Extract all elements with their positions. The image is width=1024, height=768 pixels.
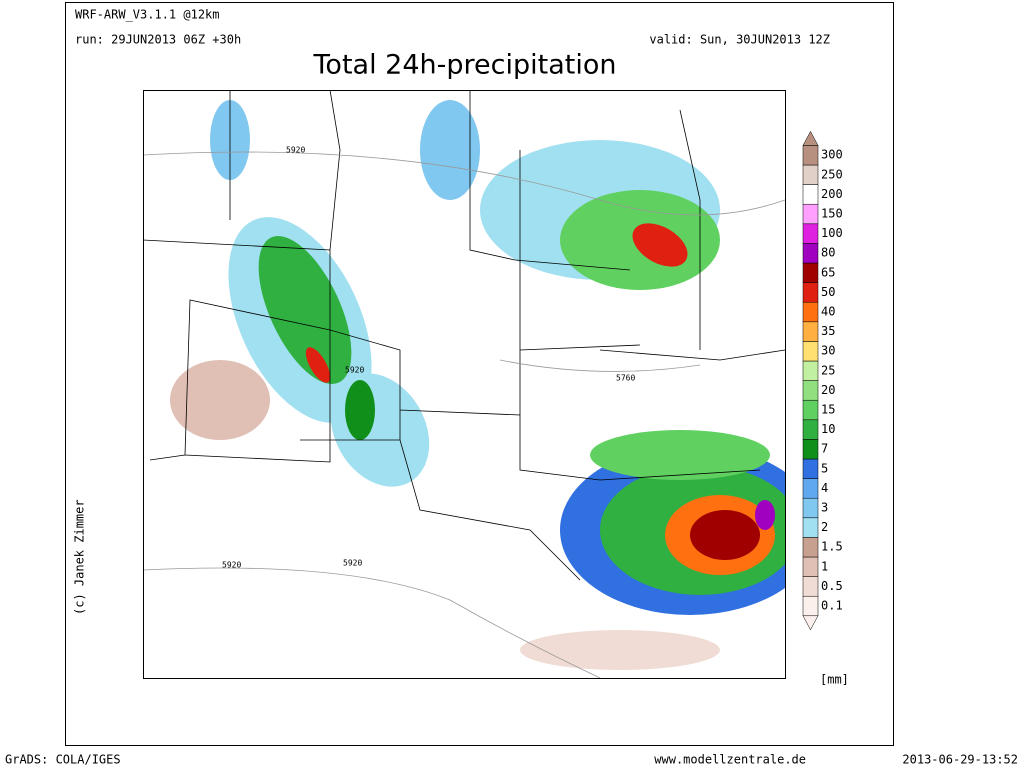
map: 5920 5920 5920 5920 5760 (c) Janek Zimme… bbox=[73, 89, 786, 679]
colorbar-label: 20 bbox=[821, 383, 835, 397]
colorbar-label: 50 bbox=[821, 285, 835, 299]
map-frame bbox=[143, 90, 786, 679]
colorbar-label: 40 bbox=[821, 305, 835, 319]
colorbar-label: 10 bbox=[821, 422, 835, 436]
valid-label: valid: Sun, 30JUN2013 12Z bbox=[649, 33, 830, 47]
colorbar: 0.1 0.5 1 1.5 2 3 4 5 7 10 15 20 25 30 35 40 50 65 80 100 15… bbox=[802, 130, 843, 631]
footer-left: GrADS: COLA/IGES bbox=[5, 753, 121, 767]
colorbar-label: 0.5 bbox=[821, 579, 843, 593]
colorbar-box bbox=[802, 517, 819, 538]
colorbar-box bbox=[802, 301, 819, 323]
colorbar-box bbox=[802, 341, 819, 362]
colorbar-box bbox=[802, 243, 819, 264]
state-borders bbox=[142, 89, 786, 679]
colorbar-label: 300 bbox=[821, 148, 843, 162]
colorbar-box bbox=[802, 360, 819, 381]
contour-label: 5920 bbox=[345, 366, 364, 375]
colorbar-label: 100 bbox=[821, 226, 843, 240]
colorbar-label: 1 bbox=[821, 559, 828, 573]
contour-label: 5920 bbox=[343, 559, 362, 568]
colorbar-label: 80 bbox=[821, 246, 835, 260]
colorbar-box bbox=[802, 399, 819, 421]
model-label: WRF-ARW_V3.1.1 @12km bbox=[75, 8, 220, 22]
colorbar-box bbox=[802, 164, 819, 185]
map-title: Total 24h-precipitation bbox=[313, 50, 617, 81]
colorbar-label: 3 bbox=[821, 501, 828, 515]
colorbar-label: 250 bbox=[821, 167, 843, 181]
colorbar-top-arrow bbox=[802, 130, 819, 146]
unit-label: [mm] bbox=[820, 673, 849, 687]
colorbar-label: 7 bbox=[821, 442, 828, 456]
colorbar-box bbox=[802, 497, 819, 519]
colorbar-box bbox=[802, 203, 819, 225]
colorbar-label: 15 bbox=[821, 403, 835, 417]
colorbar-bottom-arrow bbox=[802, 615, 819, 631]
colorbar-box bbox=[802, 145, 819, 166]
colorbar-label: 150 bbox=[821, 207, 843, 221]
colorbar-label: 65 bbox=[821, 265, 835, 279]
colorbar-box bbox=[802, 478, 819, 499]
colorbar-label: 0.1 bbox=[821, 599, 843, 613]
colorbar-box bbox=[802, 419, 819, 440]
colorbar-label: 1.5 bbox=[821, 540, 843, 554]
colorbar-label: 30 bbox=[821, 344, 835, 358]
colorbar-box bbox=[802, 439, 819, 460]
footer-right: 2013-06-29-13:52 bbox=[902, 753, 1018, 767]
colorbar-box bbox=[802, 458, 819, 479]
contour-label: 5760 bbox=[616, 374, 635, 383]
footer-center: www.modellzentrale.de bbox=[654, 753, 806, 767]
contour-label: 5920 bbox=[286, 146, 305, 155]
colorbar-label: 200 bbox=[821, 187, 843, 201]
colorbar-label: 2 bbox=[821, 520, 828, 534]
colorbar-box bbox=[802, 380, 819, 401]
colorbar-box bbox=[802, 223, 819, 244]
colorbar-label: 5 bbox=[821, 461, 828, 475]
colorbar-box bbox=[802, 321, 819, 342]
colorbar-box bbox=[802, 576, 819, 597]
colorbar-label: 35 bbox=[821, 324, 835, 338]
contour-label: 5920 bbox=[222, 561, 241, 570]
colorbar-label: 25 bbox=[821, 363, 835, 377]
outer-frame bbox=[65, 2, 894, 746]
colorbar-box bbox=[802, 595, 819, 617]
colorbar-box bbox=[802, 184, 819, 205]
precipitation-field bbox=[170, 100, 785, 670]
colorbar-box bbox=[802, 556, 819, 577]
colorbar-box bbox=[802, 282, 819, 303]
colorbar-box bbox=[802, 537, 819, 558]
credit: (c) Janek Zimmer bbox=[73, 499, 87, 615]
colorbar-label: 4 bbox=[821, 481, 828, 495]
run-label: run: 29JUN2013 06Z +30h bbox=[75, 33, 241, 47]
colorbar-box bbox=[802, 262, 819, 283]
